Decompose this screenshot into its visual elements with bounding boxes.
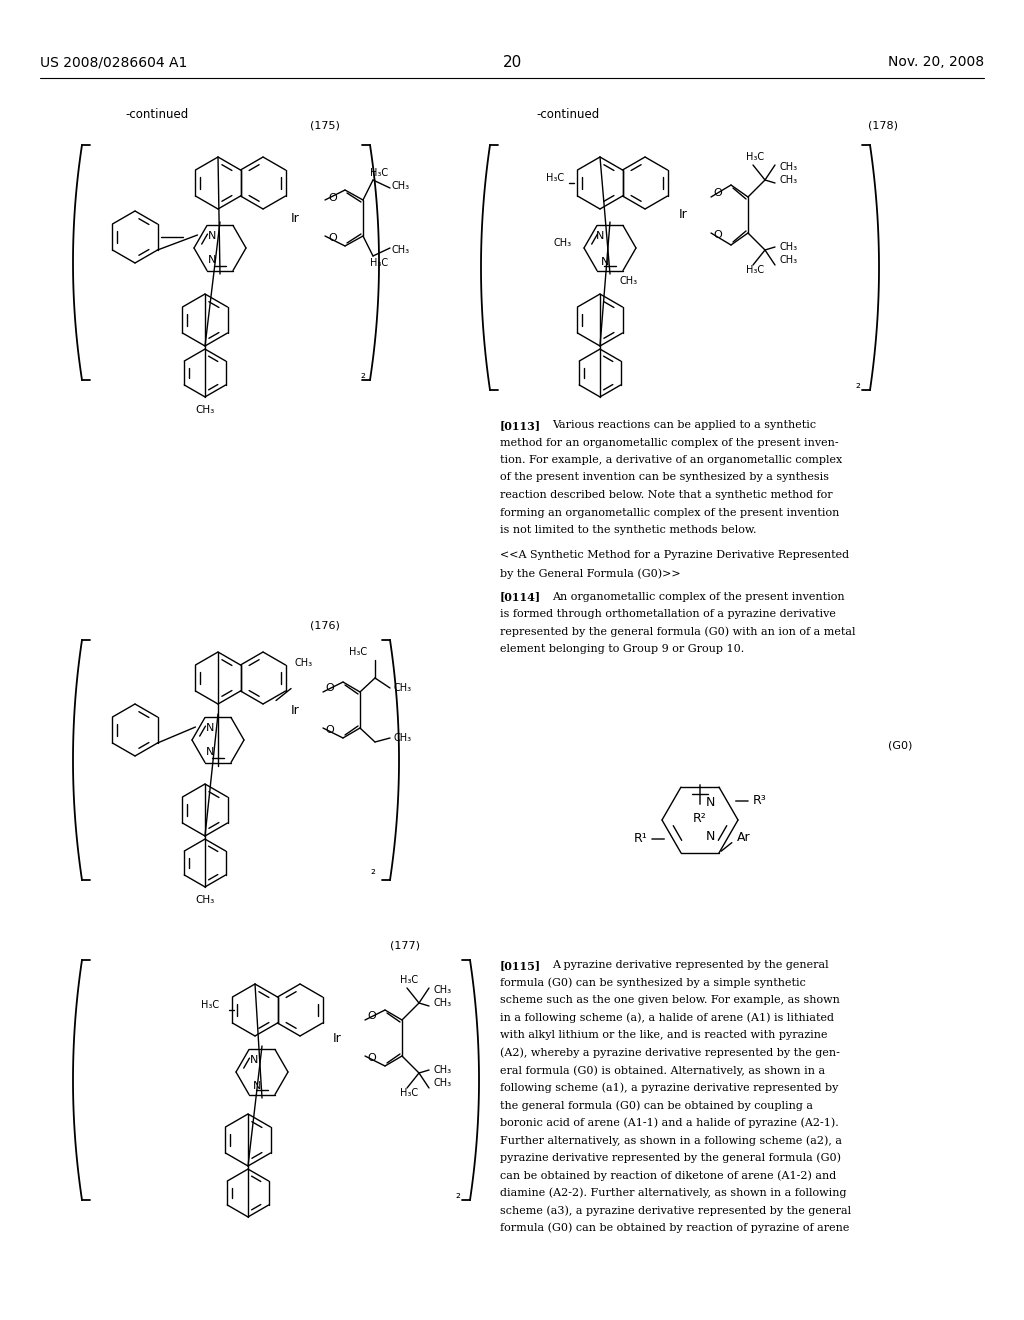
Text: H₃C: H₃C bbox=[201, 1001, 219, 1010]
Text: pyrazine derivative represented by the general formula (G0): pyrazine derivative represented by the g… bbox=[500, 1152, 841, 1163]
Text: CH₃: CH₃ bbox=[196, 895, 215, 906]
Text: ₂: ₂ bbox=[370, 863, 375, 876]
Text: Ar: Ar bbox=[737, 832, 751, 845]
Text: H₃C: H₃C bbox=[349, 647, 367, 657]
Text: forming an organometallic complex of the present invention: forming an organometallic complex of the… bbox=[500, 507, 840, 517]
Text: scheme such as the one given below. For example, as shown: scheme such as the one given below. For … bbox=[500, 995, 840, 1005]
Text: CH₃: CH₃ bbox=[392, 181, 411, 191]
Text: ₂: ₂ bbox=[455, 1188, 460, 1201]
Text: is not limited to the synthetic methods below.: is not limited to the synthetic methods … bbox=[500, 525, 757, 535]
Text: N: N bbox=[706, 830, 716, 843]
Text: (177): (177) bbox=[390, 940, 420, 950]
Text: CH₃: CH₃ bbox=[780, 242, 798, 252]
Text: formula (G0) can be obtained by reaction of pyrazine of arene: formula (G0) can be obtained by reaction… bbox=[500, 1222, 849, 1233]
Text: O: O bbox=[329, 193, 337, 203]
Text: 20: 20 bbox=[503, 55, 521, 70]
Text: is formed through orthometallation of a pyrazine derivative: is formed through orthometallation of a … bbox=[500, 609, 836, 619]
Text: following scheme (a1), a pyrazine derivative represented by: following scheme (a1), a pyrazine deriva… bbox=[500, 1082, 839, 1093]
Text: Ir: Ir bbox=[333, 1031, 341, 1044]
Text: A pyrazine derivative represented by the general: A pyrazine derivative represented by the… bbox=[552, 960, 828, 970]
Text: O: O bbox=[368, 1053, 377, 1063]
Text: O: O bbox=[326, 725, 335, 735]
Text: Further alternatively, as shown in a following scheme (a2), a: Further alternatively, as shown in a fol… bbox=[500, 1135, 842, 1146]
Text: with alkyl lithium or the like, and is reacted with pyrazine: with alkyl lithium or the like, and is r… bbox=[500, 1030, 827, 1040]
Text: N: N bbox=[706, 796, 716, 809]
Text: by the General Formula (G0)>>: by the General Formula (G0)>> bbox=[500, 568, 681, 578]
Text: CH₃: CH₃ bbox=[393, 733, 411, 743]
Text: H₃C: H₃C bbox=[745, 265, 764, 275]
Text: H₃C: H₃C bbox=[745, 152, 764, 162]
Text: can be obtained by reaction of diketone of arene (A1-2) and: can be obtained by reaction of diketone … bbox=[500, 1170, 837, 1180]
Text: CH₃: CH₃ bbox=[294, 657, 312, 668]
Text: Nov. 20, 2008: Nov. 20, 2008 bbox=[888, 55, 984, 69]
Text: R²: R² bbox=[693, 812, 707, 825]
Text: CH₃: CH₃ bbox=[434, 985, 453, 995]
Text: H₃C: H₃C bbox=[370, 257, 388, 268]
Text: Ir: Ir bbox=[291, 704, 299, 717]
Text: N: N bbox=[208, 231, 216, 242]
Text: CH₃: CH₃ bbox=[392, 246, 411, 255]
Text: N: N bbox=[208, 255, 216, 265]
Text: H₃C: H₃C bbox=[400, 975, 418, 985]
Text: method for an organometallic complex of the present inven-: method for an organometallic complex of … bbox=[500, 437, 839, 447]
Text: (175): (175) bbox=[310, 120, 340, 129]
Text: of the present invention can be synthesized by a synthesis: of the present invention can be synthesi… bbox=[500, 473, 829, 483]
Text: [0113]: [0113] bbox=[500, 420, 541, 432]
Text: (178): (178) bbox=[868, 120, 898, 129]
Text: CH₃: CH₃ bbox=[780, 162, 798, 172]
Text: CH₃: CH₃ bbox=[434, 1078, 453, 1088]
Text: H₃C: H₃C bbox=[546, 173, 564, 183]
Text: O: O bbox=[368, 1011, 377, 1020]
Text: boronic acid of arene (A1-1) and a halide of pyrazine (A2-1).: boronic acid of arene (A1-1) and a halid… bbox=[500, 1118, 839, 1129]
Text: N: N bbox=[206, 747, 214, 756]
Text: CH₃: CH₃ bbox=[780, 176, 798, 185]
Text: CH₃: CH₃ bbox=[780, 255, 798, 265]
Text: CH₃: CH₃ bbox=[620, 276, 638, 286]
Text: CH₃: CH₃ bbox=[554, 238, 572, 248]
Text: An organometallic complex of the present invention: An organometallic complex of the present… bbox=[552, 591, 845, 602]
Text: the general formula (G0) can be obtained by coupling a: the general formula (G0) can be obtained… bbox=[500, 1100, 813, 1110]
Text: diamine (A2-2). Further alternatively, as shown in a following: diamine (A2-2). Further alternatively, a… bbox=[500, 1188, 847, 1199]
Text: Ir: Ir bbox=[291, 211, 299, 224]
Text: H₃C: H₃C bbox=[400, 1088, 418, 1098]
Text: R¹: R¹ bbox=[633, 833, 647, 846]
Text: N: N bbox=[253, 1081, 261, 1092]
Text: [0115]: [0115] bbox=[500, 960, 541, 972]
Text: N: N bbox=[250, 1055, 258, 1065]
Text: -continued: -continued bbox=[125, 108, 188, 121]
Text: in a following scheme (a), a halide of arene (A1) is lithiated: in a following scheme (a), a halide of a… bbox=[500, 1012, 834, 1023]
Text: N: N bbox=[596, 231, 604, 242]
Text: Ir: Ir bbox=[679, 209, 687, 222]
Text: O: O bbox=[329, 234, 337, 243]
Text: -continued: -continued bbox=[536, 108, 599, 121]
Text: <<A Synthetic Method for a Pyrazine Derivative Represented: <<A Synthetic Method for a Pyrazine Deri… bbox=[500, 550, 849, 561]
Text: scheme (a3), a pyrazine derivative represented by the general: scheme (a3), a pyrazine derivative repre… bbox=[500, 1205, 851, 1216]
Text: N: N bbox=[206, 723, 214, 733]
Text: US 2008/0286604 A1: US 2008/0286604 A1 bbox=[40, 55, 187, 69]
Text: (176): (176) bbox=[310, 620, 340, 630]
Text: tion. For example, a derivative of an organometallic complex: tion. For example, a derivative of an or… bbox=[500, 455, 843, 465]
Text: CH₃: CH₃ bbox=[434, 998, 453, 1008]
Text: H₃C: H₃C bbox=[370, 168, 388, 178]
Text: ₂: ₂ bbox=[855, 379, 860, 392]
Text: reaction described below. Note that a synthetic method for: reaction described below. Note that a sy… bbox=[500, 490, 833, 500]
Text: CH₃: CH₃ bbox=[196, 405, 215, 414]
Text: element belonging to Group 9 or Group 10.: element belonging to Group 9 or Group 10… bbox=[500, 644, 744, 653]
Text: CH₃: CH₃ bbox=[393, 682, 411, 693]
Text: O: O bbox=[326, 682, 335, 693]
Text: Various reactions can be applied to a synthetic: Various reactions can be applied to a sy… bbox=[552, 420, 816, 430]
Text: (G0): (G0) bbox=[888, 741, 912, 750]
Text: (A2), whereby a pyrazine derivative represented by the gen-: (A2), whereby a pyrazine derivative repr… bbox=[500, 1048, 840, 1059]
Text: formula (G0) can be synthesized by a simple synthetic: formula (G0) can be synthesized by a sim… bbox=[500, 978, 806, 989]
Text: O: O bbox=[714, 230, 722, 240]
Text: eral formula (G0) is obtained. Alternatively, as shown in a: eral formula (G0) is obtained. Alternati… bbox=[500, 1065, 825, 1076]
Text: [0114]: [0114] bbox=[500, 591, 541, 602]
Text: N: N bbox=[601, 257, 609, 267]
Text: CH₃: CH₃ bbox=[434, 1065, 453, 1074]
Text: O: O bbox=[714, 187, 722, 198]
Text: ₂: ₂ bbox=[360, 368, 365, 381]
Text: R³: R³ bbox=[753, 795, 767, 808]
Text: represented by the general formula (G0) with an ion of a metal: represented by the general formula (G0) … bbox=[500, 627, 855, 638]
